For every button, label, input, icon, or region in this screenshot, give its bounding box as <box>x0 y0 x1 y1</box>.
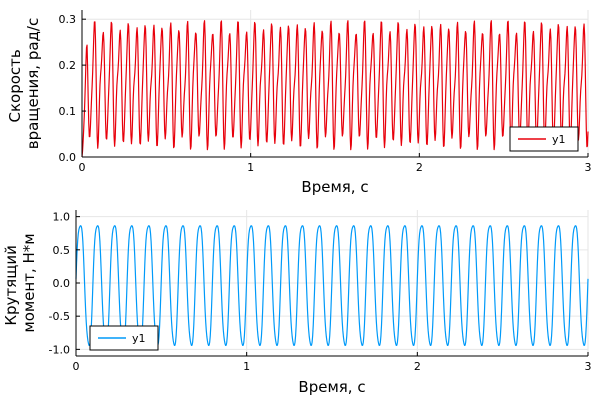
y-tick-label: 0.3 <box>59 13 77 26</box>
x-tick-label: 2 <box>414 360 421 373</box>
ticks: 0 1 2 3 -1.0 -0.5 0.0 0.5 1.0 <box>49 210 592 373</box>
y-tick-label: 0.2 <box>59 59 77 72</box>
x-tick-label: 0 <box>73 360 80 373</box>
x-tick-label: 0 <box>79 161 86 174</box>
series-line-y1 <box>81 20 589 158</box>
y-tick-label: 0.1 <box>59 105 77 118</box>
x-tick-label: 3 <box>585 360 592 373</box>
y-tick-label: -0.5 <box>49 310 70 323</box>
y-axis-label-line-1: Скорость <box>6 49 24 122</box>
series-layer <box>81 20 589 158</box>
y-axis-label-line-2: момент, Н*м <box>20 233 38 332</box>
y-tick-label: -1.0 <box>49 343 70 356</box>
x-tick-label: 1 <box>247 161 254 174</box>
legend-label: y1 <box>132 332 146 345</box>
x-tick-label: 3 <box>585 161 592 174</box>
chart-angular-velocity: 0 1 2 3 0.0 0.1 0.2 0.3 Время, с Скорость враще… <box>6 10 592 196</box>
chart-torque: 0 1 2 3 -1.0 -0.5 0.0 0.5 1.0 Время, с Крутящий … <box>2 210 592 396</box>
series-layer <box>75 225 589 347</box>
y-tick-label: 0.0 <box>53 277 71 290</box>
y-tick-label: 1.0 <box>53 211 71 224</box>
y-tick-label: 0.0 <box>59 151 77 164</box>
y-axis-label-line-2: вращения, рад/с <box>24 18 42 149</box>
ticks: 0 1 2 3 0.0 0.1 0.2 0.3 <box>59 10 592 174</box>
y-axis-label-line-1: Крутящий <box>2 245 20 325</box>
y-axis-label: Крутящий момент, Н*м <box>2 233 38 332</box>
y-tick-label: 0.5 <box>53 244 71 257</box>
y-axis-label: Скорость вращения, рад/с <box>6 18 42 149</box>
x-tick-label: 2 <box>416 161 423 174</box>
x-axis-label: Время, с <box>298 378 365 396</box>
series-line-y1 <box>75 225 589 347</box>
legend-label: y1 <box>552 133 566 146</box>
legend: y1 <box>89 325 159 351</box>
x-axis-label: Время, с <box>301 178 368 196</box>
legend: y1 <box>509 126 579 152</box>
x-tick-label: 1 <box>243 360 250 373</box>
